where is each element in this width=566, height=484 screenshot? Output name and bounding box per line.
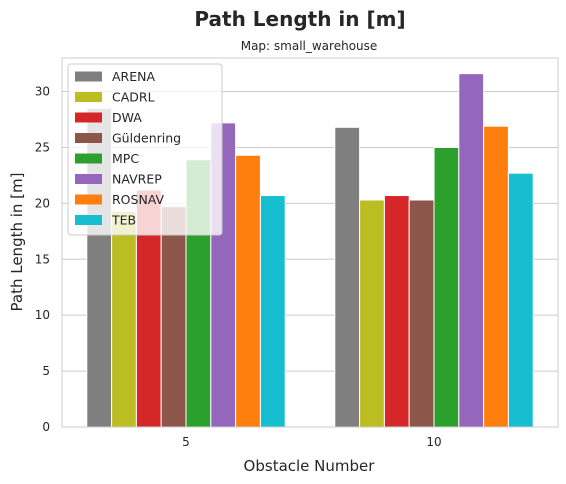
bar-arena-10 [334, 126, 361, 428]
legend-entry-label: CADRL [112, 90, 155, 105]
chart-title: Path Length in [m] [194, 7, 405, 31]
x-axis-label: Obstacle Number [244, 457, 376, 475]
legend-entry-label: DWA [112, 110, 142, 125]
legend-swatch [75, 133, 102, 143]
bar-g-ldenring-5 [160, 206, 187, 428]
legend-entry-label: ARENA [112, 69, 155, 84]
x-axis-ticks: 5 10 [182, 435, 441, 449]
bar-g-ldenring-10 [408, 199, 435, 428]
legend-swatch [75, 112, 102, 123]
x-tick-label: 10 [426, 435, 441, 449]
y-tick-label: 0 [42, 420, 50, 434]
legend-swatch [75, 71, 102, 82]
legend-box [67, 63, 223, 236]
bar-rosnav-10 [483, 125, 509, 428]
legend-entry-label: TEB [111, 213, 136, 228]
bar-dwa-10 [383, 195, 410, 428]
x-tick-label: 5 [182, 435, 190, 449]
bar-teb-10 [507, 172, 534, 428]
bar-rosnav-5 [235, 154, 261, 428]
legend-swatch [75, 153, 102, 164]
legend-entry-label: NAVREP [112, 172, 162, 187]
legend-entry-label: MPC [112, 151, 139, 166]
legend-swatch [75, 215, 102, 225]
legend: ARENA CADRL DWA Güldenring MPC NAVREP ROSNAV TE… [67, 63, 223, 236]
y-axis-ticks: 0 5 10 15 20 25 30 [35, 85, 50, 434]
y-tick-label: 10 [35, 308, 50, 322]
legend-swatch [75, 194, 102, 205]
legend-entry-label: Güldenring [112, 131, 181, 146]
y-axis-label: Path Length in [m] [8, 173, 26, 312]
y-tick-label: 25 [35, 140, 50, 154]
y-tick-label: 5 [42, 364, 50, 378]
chart-subtitle: Map: small_warehouse [241, 39, 378, 53]
legend-swatch [75, 92, 102, 102]
plot-frame [61, 57, 559, 428]
bar-teb-5 [259, 195, 286, 428]
y-tick-label: 20 [35, 196, 50, 210]
bar-cadrl-5 [111, 210, 137, 428]
bar-navrep-10 [458, 73, 485, 428]
bar-cadrl-10 [359, 199, 385, 428]
legend-entry-label: ROSNAV [112, 192, 165, 207]
legend-swatch [75, 174, 102, 184]
y-tick-label: 30 [35, 85, 50, 99]
bar-mpc-10 [433, 146, 460, 428]
y-tick-label: 15 [35, 252, 50, 266]
